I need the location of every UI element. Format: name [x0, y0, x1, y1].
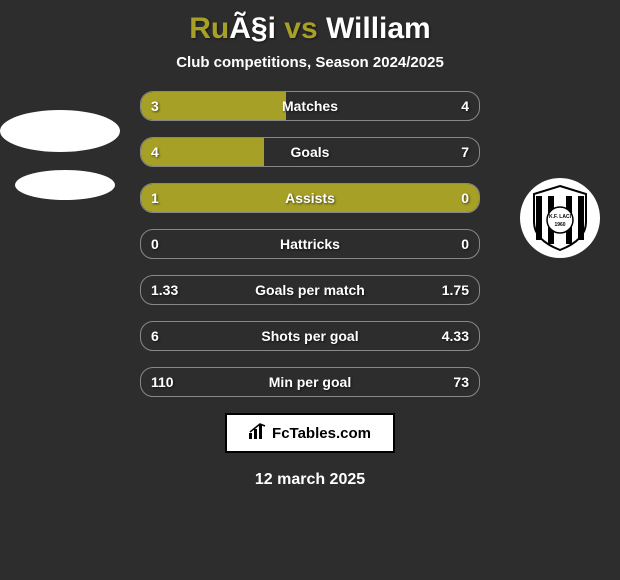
- stat-row: 6Shots per goal4.33: [140, 321, 480, 351]
- stat-row: 3Matches4: [140, 91, 480, 121]
- stat-label: Matches: [141, 92, 479, 120]
- page-title: RuÃ§i vs William: [0, 0, 620, 54]
- stat-right-value: 4.33: [442, 322, 469, 350]
- stat-right-value: 0: [461, 184, 469, 212]
- stat-label: Goals: [141, 138, 479, 166]
- badge-year: 1960: [554, 222, 565, 228]
- subtitle: Club competitions, Season 2024/2025: [0, 54, 620, 91]
- title-player1-mid: Ã§i: [229, 12, 276, 45]
- footer-date: 12 march 2025: [0, 471, 620, 489]
- stat-right-value: 7: [461, 138, 469, 166]
- stat-right-value: 4: [461, 92, 469, 120]
- stat-label: Assists: [141, 184, 479, 212]
- left-avatar-placeholders: [0, 110, 120, 218]
- stat-right-value: 0: [461, 230, 469, 258]
- footer-brand-text: FcTables.com: [272, 425, 371, 442]
- player1-avatar-placeholder: [0, 110, 120, 152]
- stat-label: Goals per match: [141, 276, 479, 304]
- player2-club-badge: K.F. LACI 1960: [520, 178, 600, 258]
- stat-row: 1Assists0: [140, 183, 480, 213]
- fctables-logo[interactable]: FcTables.com: [225, 413, 395, 453]
- stat-label: Shots per goal: [141, 322, 479, 350]
- stats-container: 3Matches44Goals71Assists00Hattricks01.33…: [140, 91, 480, 397]
- stat-right-value: 1.75: [442, 276, 469, 304]
- stat-label: Min per goal: [141, 368, 479, 396]
- chart-icon: [249, 423, 267, 444]
- stat-row: 0Hattricks0: [140, 229, 480, 259]
- title-vs: vs: [276, 12, 326, 45]
- stat-row: 4Goals7: [140, 137, 480, 167]
- stat-row: 1.33Goals per match1.75: [140, 275, 480, 305]
- stat-row: 110Min per goal73: [140, 367, 480, 397]
- title-player1-prefix: Ru: [189, 12, 229, 45]
- stat-right-value: 73: [453, 368, 469, 396]
- title-player2: William: [326, 12, 431, 45]
- kf-laci-badge: K.F. LACI 1960: [530, 184, 590, 252]
- stat-label: Hattricks: [141, 230, 479, 258]
- badge-text: K.F. LACI: [549, 214, 572, 220]
- player1-club-placeholder: [15, 170, 115, 200]
